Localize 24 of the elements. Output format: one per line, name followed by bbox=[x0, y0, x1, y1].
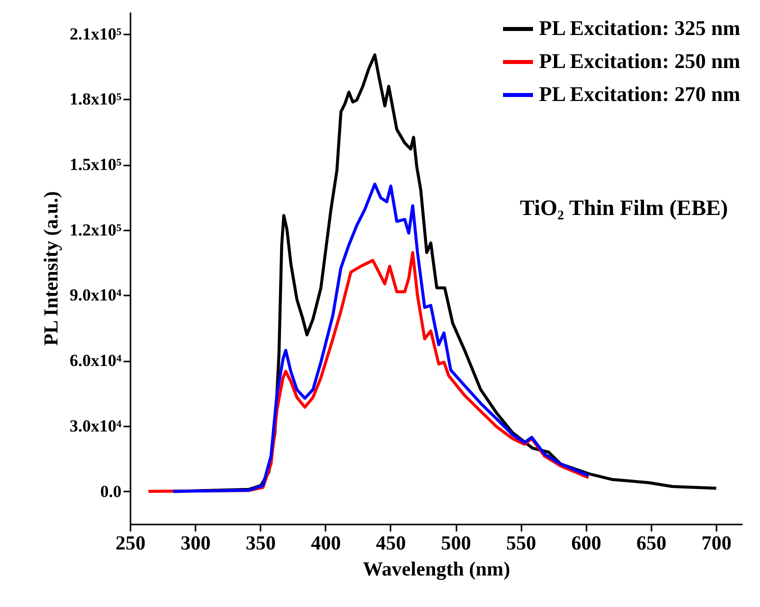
y-tick-label: 1.5x10⁵ bbox=[70, 155, 122, 174]
x-tick-label: 250 bbox=[116, 532, 146, 554]
x-tick-label: 600 bbox=[571, 532, 602, 554]
legend-label: PL Excitation: 325 nm bbox=[539, 16, 741, 40]
x-tick-label: 650 bbox=[636, 532, 666, 554]
y-tick-label: 1.2x10⁵ bbox=[70, 220, 122, 240]
y-tick-label: 9.0x10⁴ bbox=[70, 286, 122, 305]
annotation: TiO₂ Thin Film (EBE) bbox=[520, 195, 728, 220]
y-tick-label: 2.1x10⁵ bbox=[70, 24, 122, 44]
y-tick-label: 1.8x10⁵ bbox=[70, 90, 122, 109]
x-tick-label: 450 bbox=[376, 532, 406, 554]
legend-label: PL Excitation: 250 nm bbox=[539, 49, 741, 73]
x-tick-label: 700 bbox=[701, 532, 732, 554]
x-tick-label: 550 bbox=[506, 532, 536, 554]
legend-label: PL Excitation: 270 nm bbox=[539, 82, 741, 106]
x-tick-label: 500 bbox=[441, 532, 472, 554]
y-tick-label: 6.0x10⁴ bbox=[70, 351, 122, 370]
x-tick-label: 350 bbox=[246, 532, 276, 554]
x-axis-title: Wavelength (nm) bbox=[362, 558, 510, 580]
y-axis-title: PL Intensity (a.u.) bbox=[40, 191, 63, 346]
x-tick-label: 400 bbox=[310, 532, 341, 554]
x-tick-label: 300 bbox=[180, 532, 211, 554]
y-tick-label: 3.0x10⁴ bbox=[70, 416, 122, 436]
y-tick-label: 0.0 bbox=[100, 482, 122, 501]
